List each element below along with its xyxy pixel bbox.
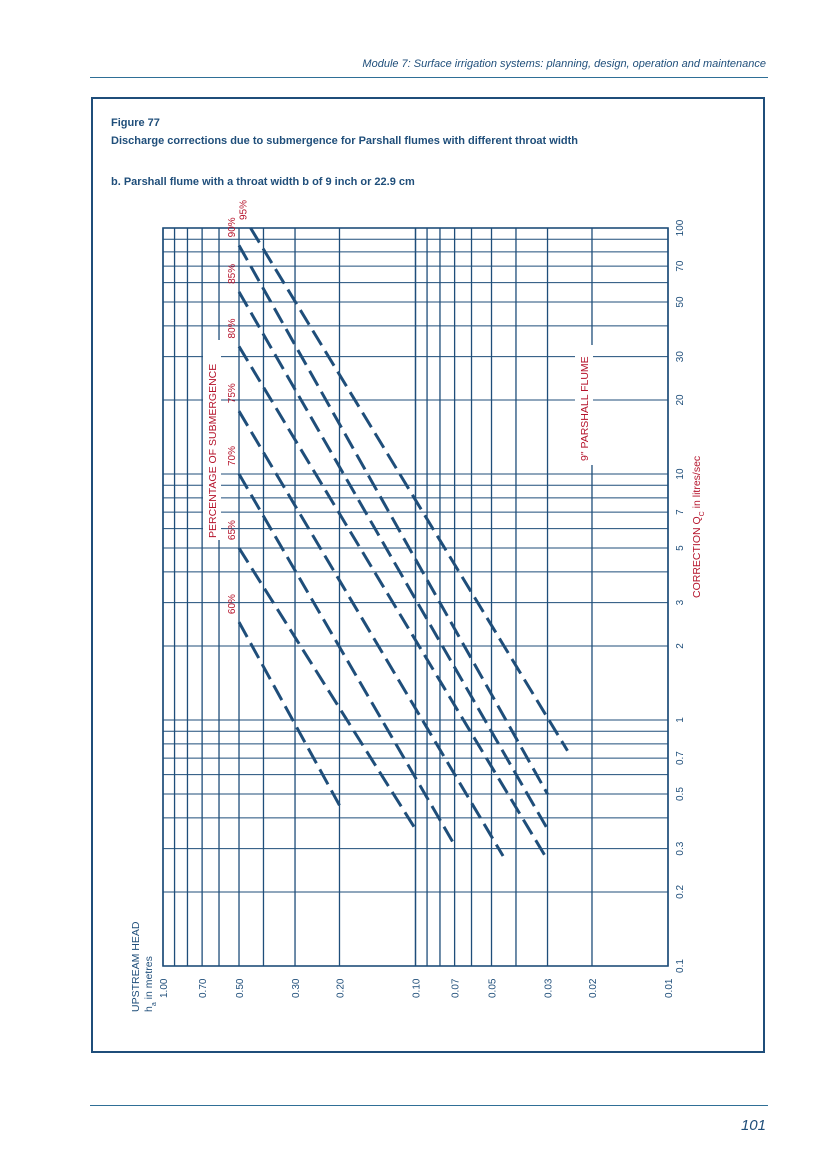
module-title: Module 7: Surface irrigation systems: pl… — [362, 58, 766, 70]
y-tick-label: 0.1 — [675, 959, 686, 973]
figure-title: Discharge corrections due to submergence… — [111, 135, 578, 147]
curve-label: 75% — [227, 383, 238, 403]
chart-grid — [162, 227, 669, 967]
submergence-curve — [249, 227, 569, 752]
group-label: PERCENTAGE OF SUBMERGENCE — [207, 364, 219, 538]
plot-border — [162, 227, 669, 967]
x-axis-subtitle: ha in metres — [143, 956, 158, 1012]
y-tick-label: 0.5 — [675, 787, 686, 801]
x-tick-label: 0.01 — [664, 978, 675, 998]
submergence-curve — [237, 244, 549, 795]
header-rule — [90, 77, 768, 78]
x-tick-label: 0.03 — [544, 978, 555, 998]
page-number: 101 — [740, 1117, 766, 1134]
figure-frame — [91, 97, 765, 1053]
curve-label: 85% — [227, 264, 238, 284]
submergence-curve — [237, 410, 505, 857]
flume-label-box — [575, 345, 593, 465]
y-tick-label: 100 — [675, 219, 686, 236]
x-tick-label: 0.05 — [488, 978, 499, 998]
y-tick-label: 20 — [675, 394, 686, 406]
curve-label: 90% — [227, 217, 238, 237]
curve-label: 65% — [227, 520, 238, 540]
x-tick-label: 0.70 — [198, 978, 209, 998]
y-tick-label: 3 — [675, 599, 686, 605]
y-tick-label: 1 — [675, 717, 686, 723]
y-tick-label: 5 — [675, 545, 686, 551]
y-tick-label: 10 — [675, 468, 686, 480]
y-tick-label: 7 — [675, 509, 686, 515]
submergence-curve — [237, 473, 456, 846]
curve-label: 70% — [227, 446, 238, 466]
x-tick-label: 0.20 — [335, 978, 346, 998]
group-label-box — [203, 340, 221, 540]
chart-labels: 1.00 0.70 0.50 0.30 0.20 0.10 0.07 0.05 0.03 0.02… — [130, 200, 706, 1012]
y-tick-label: 0.3 — [675, 841, 686, 855]
x-tick-label: 0.30 — [291, 978, 302, 998]
footer-rule — [90, 1105, 768, 1106]
submergence-curve — [237, 621, 341, 807]
y-axis-title: CORRECTION QC in litres/sec — [691, 456, 706, 598]
x-axis-title: UPSTREAM HEAD — [130, 921, 142, 1012]
y-tick-label: 50 — [675, 296, 686, 308]
y-tick-label: 30 — [675, 351, 686, 363]
y-tick-label: 0.2 — [675, 885, 686, 899]
x-tick-label: 0.10 — [412, 978, 423, 998]
y-tick-label: 0.7 — [675, 751, 686, 765]
submergence-curve — [237, 291, 549, 830]
flume-label: 9" PARSHALL FLUME — [579, 356, 591, 461]
chart-curves — [237, 227, 569, 861]
submergence-curve — [237, 547, 417, 830]
x-tick-label: 1.00 — [159, 978, 170, 998]
figure-subtitle: b. Parshall flume with a throat width b … — [111, 176, 415, 188]
submergence-curve — [237, 345, 549, 861]
figure-number: Figure 77 — [111, 117, 160, 129]
x-tick-label: 0.07 — [451, 978, 462, 998]
curve-label: 60% — [227, 594, 238, 614]
curve-label: 80% — [227, 318, 238, 338]
y-tick-label: 2 — [675, 643, 686, 649]
x-tick-label: 0.02 — [588, 978, 599, 998]
y-tick-label: 70 — [675, 260, 686, 272]
x-tick-label: 0.50 — [235, 978, 246, 998]
curve-label: 95% — [239, 200, 250, 220]
